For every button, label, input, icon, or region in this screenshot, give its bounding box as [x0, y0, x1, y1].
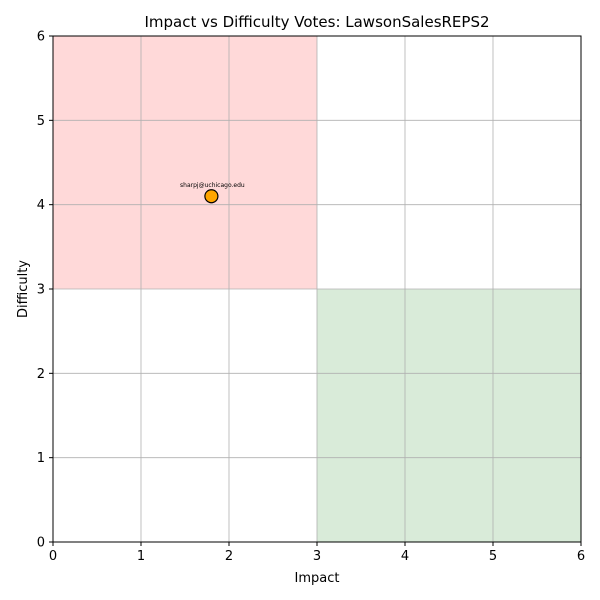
x-tick-label: 6	[577, 549, 585, 564]
data-points: sharpj@uchicago.edu	[180, 182, 245, 204]
quadrant-region-1	[317, 289, 581, 542]
y-tick-label: 1	[37, 451, 45, 466]
x-tick-label: 3	[313, 549, 321, 564]
quadrant-region-0	[53, 36, 317, 289]
data-point-label: sharpj@uchicago.edu	[180, 182, 245, 189]
x-tick-label: 5	[489, 549, 497, 564]
x-tick-label: 0	[49, 549, 57, 564]
chart-title: Impact vs Difficulty Votes: LawsonSalesR…	[144, 13, 489, 31]
quadrant-regions	[53, 36, 581, 542]
y-tick-label: 3	[37, 283, 45, 298]
y-axis-label: Difficulty	[16, 260, 31, 318]
y-tick-label: 0	[37, 536, 45, 551]
x-axis-label: Impact	[295, 571, 340, 586]
y-tick-label: 2	[37, 367, 45, 382]
data-point	[204, 189, 219, 204]
x-tick-label: 4	[401, 549, 409, 564]
y-tick-label: 5	[37, 114, 45, 129]
x-tick-label: 2	[225, 549, 233, 564]
y-tick-label: 4	[37, 198, 45, 213]
y-tick-label: 6	[37, 30, 45, 45]
x-tick-label: 1	[137, 549, 145, 564]
axis-ticks: 0 1 2 3 4 5 6 0 1 2 3 4 5 6	[37, 30, 585, 565]
